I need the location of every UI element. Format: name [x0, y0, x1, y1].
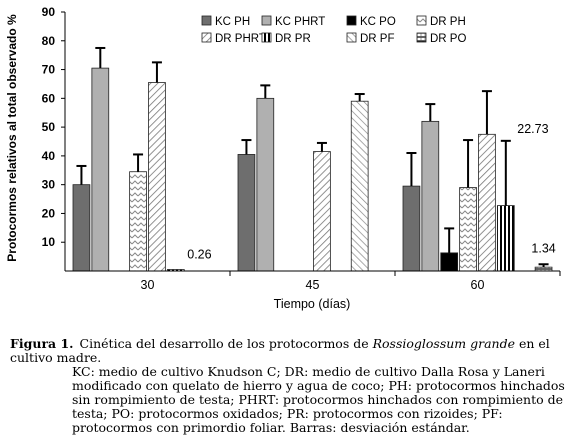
legend-label: DR PHRT	[215, 33, 266, 45]
y-tick-label: 40	[42, 149, 56, 163]
bar-chart: Protocormos relativos al total observado…	[5, 5, 561, 311]
bar-dr-pr-60	[496, 205, 515, 272]
bar-dr-pf-45	[350, 100, 369, 272]
legend-swatch	[346, 15, 357, 26]
bar-dr-ph-60	[459, 187, 477, 272]
data-label: 0.26	[187, 247, 211, 261]
legend-label: KC PO	[360, 16, 396, 28]
legend-swatch	[416, 32, 427, 43]
legend-swatch	[416, 15, 427, 26]
y-axis-label: Protocormos relativos al total observado…	[5, 14, 19, 262]
bar-dr-phrt-45	[313, 151, 331, 272]
bar-kc-phrt-60	[421, 120, 440, 272]
legend-label: KC PHRT	[275, 16, 325, 28]
bar-dr-ph-30	[129, 171, 147, 272]
caption-label: Figura 1.	[10, 336, 74, 351]
bars-group	[72, 67, 553, 272]
legend-swatch	[346, 32, 357, 43]
legend-label: KC PH	[215, 16, 250, 28]
y-tick-label: 60	[42, 91, 56, 105]
y-tick-label: 30	[42, 178, 56, 192]
legend-swatch	[201, 32, 212, 43]
legend-label: DR PO	[430, 33, 466, 45]
legend-label: DR PH	[430, 16, 466, 28]
y-tick-label: 70	[42, 63, 56, 77]
bar-kc-phrt-30	[91, 67, 110, 272]
x-axis-ticks: 30 45 60	[141, 271, 561, 292]
caption-line1-post: en el cultivo madre.	[10, 336, 550, 365]
data-label: 6.3	[440, 256, 457, 270]
y-tick-label: 80	[42, 34, 56, 48]
figure-caption: Figura 1. Cinética del desarrollo de los …	[10, 337, 575, 435]
y-tick-label: 10	[42, 235, 56, 249]
legend-swatch	[261, 15, 272, 26]
y-tick-label: 50	[42, 120, 56, 134]
annotations-group: 0.26 6.3 22.73 1.34	[187, 122, 556, 270]
caption-line1-pre: Cinética del desarrollo de los protocorm…	[79, 336, 373, 351]
y-axis-ticks: 10 20 30 40 50 60 70 80 90	[42, 5, 65, 249]
data-label: 1.34	[531, 241, 555, 255]
legend-label: DR PR	[275, 33, 311, 45]
x-tick-label: 30	[141, 278, 155, 292]
error-bars-group	[76, 46, 549, 268]
bar-dr-phrt-60	[478, 133, 496, 272]
bar-kc-ph-60	[402, 185, 421, 272]
y-tick-label: 90	[42, 5, 56, 19]
legend-label: DR PF	[360, 33, 395, 45]
legend-swatch	[261, 32, 272, 43]
legend: KC PH KC PHRT KC PO DR PH DR PHRT DR PR DR PF D…	[201, 15, 466, 45]
x-tick-label: 45	[306, 278, 320, 292]
bar-kc-ph-30	[72, 184, 91, 272]
bar-dr-po-60	[534, 266, 553, 272]
caption-species: Rossioglossum grande	[372, 336, 515, 351]
caption-body: KC: medio de cultivo Knudson C; DR: medi…	[72, 364, 565, 435]
y-tick-label: 20	[42, 206, 56, 220]
bar-dr-phrt-30	[148, 82, 166, 272]
bar-kc-phrt-45	[256, 97, 275, 272]
bar-kc-ph-45	[237, 154, 256, 272]
data-label: 22.73	[517, 122, 548, 136]
x-axis-label: Tiempo (días)	[274, 297, 351, 311]
x-tick-label: 60	[471, 278, 485, 292]
legend-swatch	[201, 15, 212, 26]
